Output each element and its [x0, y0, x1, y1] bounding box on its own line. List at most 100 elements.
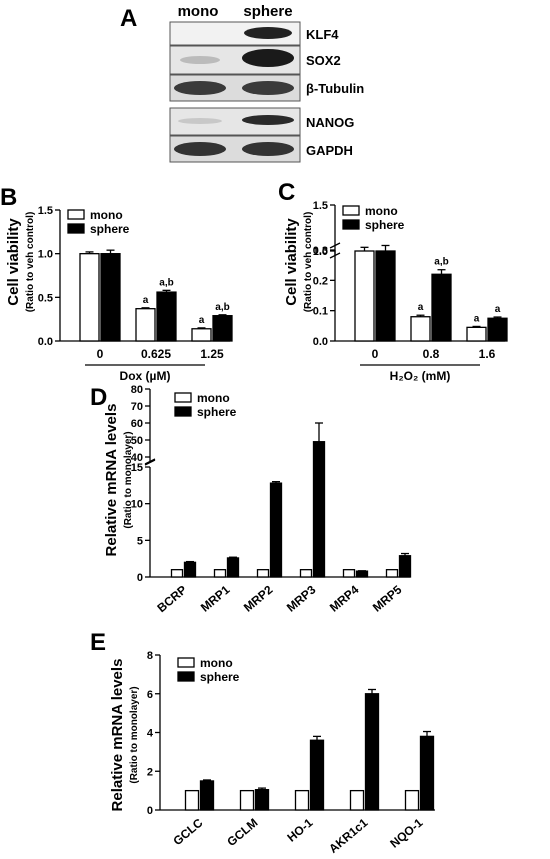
bar-sphere-GCLM	[254, 789, 270, 811]
legend-label-mono: mono	[90, 208, 123, 222]
y-tick-label: 70	[131, 401, 143, 413]
y-tick-label: 5	[137, 535, 143, 547]
y-tick-label: 0.0	[313, 336, 328, 348]
blot-band-sox2-sphere	[242, 49, 294, 67]
legend-label-sphere: sphere	[90, 222, 130, 236]
chart-c: C Cell viability (Ratio to veh control) 0.0…	[278, 179, 508, 383]
blot-label-sox2: SOX2	[306, 53, 341, 68]
legend-swatch-mono	[174, 392, 192, 403]
blot-label-klf4: KLF4	[306, 27, 339, 42]
panel-label: D	[90, 384, 107, 411]
y-tick-label: 10	[131, 499, 143, 511]
y-tick-label: 0	[147, 805, 153, 817]
bar-sphere-AKR1c1	[364, 693, 380, 811]
blot-band-tubulin-sphere	[242, 81, 294, 95]
y-tick-label: 0	[137, 572, 143, 584]
bar-mono-MRP5	[385, 569, 399, 578]
x-tick-label: 1.25	[200, 347, 224, 361]
y-tick-label: 4	[147, 728, 154, 740]
blot-band-tubulin-mono	[174, 81, 226, 95]
x-tick-label: 1.6	[479, 347, 496, 361]
x-tick-label: BCRP	[154, 583, 189, 616]
significance-label: a	[418, 302, 424, 313]
significance-label: a	[495, 304, 501, 315]
legend-swatch-sphere	[67, 223, 85, 234]
bar-sphere-MRP5	[398, 555, 412, 578]
panel-a-blot: A mono sphere KLF4 SOX2 β-Tubulin NANOG …	[120, 3, 364, 163]
axis-break-mark	[144, 458, 156, 465]
bar-sphere-BCRP	[183, 561, 197, 578]
y-tick-label: 50	[131, 435, 143, 447]
significance-label: a	[474, 313, 480, 324]
x-axis-label: Dox (µM)	[120, 369, 171, 383]
y-axis-label: Relative mRNA levels	[109, 659, 126, 812]
bar-mono-MRP2	[256, 569, 270, 578]
blot-band-sox2-mono	[180, 56, 220, 64]
bar-sphere-MRP4	[355, 570, 369, 578]
x-tick-label: GCLC	[170, 815, 205, 848]
legend-swatch-sphere	[174, 406, 192, 417]
y-tick-label: 6	[147, 689, 153, 701]
panel-a-label: A	[120, 5, 137, 32]
y-tick-label: 1.0	[38, 249, 53, 261]
blot-band-nanog-sphere	[242, 115, 294, 125]
bar-mono-GCLM	[239, 789, 255, 811]
bar-sphere-GCLC	[199, 780, 215, 811]
y-tick-label: 1.5	[38, 205, 53, 217]
bar-mono-0	[79, 253, 100, 342]
y-axis-label: Relative mRNA levels	[103, 404, 120, 557]
legend-label-mono: mono	[200, 656, 233, 670]
x-tick-label: MRP3	[284, 582, 319, 614]
x-tick-label: 0	[372, 347, 379, 361]
y-axis-sublabel: (Ratio to veh control)	[25, 212, 36, 313]
legend-swatch-mono	[342, 205, 360, 216]
bar-mono-NQO-1	[404, 789, 420, 811]
bar-mono-MRP1	[213, 569, 227, 578]
bar-mono-BCRP	[170, 569, 184, 578]
legend-label-sphere: sphere	[365, 218, 405, 232]
axis-break-mark	[144, 459, 156, 466]
x-tick-label: NQO-1	[387, 815, 425, 850]
x-tick-label: HO-1	[284, 815, 315, 844]
bar-sphere-MRP1	[226, 557, 240, 578]
bar-mono-1.25	[191, 328, 212, 342]
y-tick-label: 15	[131, 462, 143, 474]
axis-break-mark	[329, 252, 341, 259]
bar-sphere-0	[375, 250, 396, 342]
bar-sphere-1.25	[212, 315, 233, 342]
y-tick-label: 40	[131, 452, 143, 464]
x-tick-label: AKR1c1	[326, 815, 371, 856]
bar-mono-MRP4	[342, 569, 356, 578]
panel-label: B	[0, 184, 17, 211]
bar-mono-GCLC	[184, 789, 200, 811]
y-tick-label: 1.5	[313, 200, 328, 212]
panel-label: C	[278, 179, 295, 206]
legend-label-sphere: sphere	[200, 670, 240, 684]
y-tick-label: 60	[131, 418, 143, 430]
blot-band-gapdh-mono	[174, 142, 226, 156]
blot-col-sphere: sphere	[243, 3, 292, 20]
bar-sphere-MRP2	[269, 482, 283, 578]
significance-label: a,b	[215, 302, 229, 313]
y-tick-label: 2	[147, 766, 153, 778]
bar-sphere-HO-1	[309, 739, 325, 811]
bar-sphere-NQO-1	[419, 735, 435, 811]
x-tick-label: 0.8	[423, 347, 440, 361]
bar-mono-MRP3	[299, 569, 313, 578]
y-axis-sublabel: (Ratio to veh control)	[303, 212, 314, 313]
blot-label-tubulin: β-Tubulin	[306, 81, 364, 96]
legend-swatch-sphere	[342, 219, 360, 230]
x-tick-label: MRP5	[370, 582, 405, 614]
y-axis-sublabel: (Ratio to monolayer)	[123, 431, 134, 528]
significance-label: a,b	[159, 277, 173, 288]
bar-mono-0.8	[410, 316, 431, 342]
y-tick-label: 1.0	[313, 246, 328, 258]
panel-label: E	[90, 629, 106, 656]
bar-mono-0	[354, 250, 375, 342]
legend-label-mono: mono	[365, 204, 398, 218]
legend-swatch-sphere	[177, 671, 195, 682]
y-tick-label: 0.0	[38, 336, 53, 348]
blot-col-mono: mono	[178, 3, 219, 20]
